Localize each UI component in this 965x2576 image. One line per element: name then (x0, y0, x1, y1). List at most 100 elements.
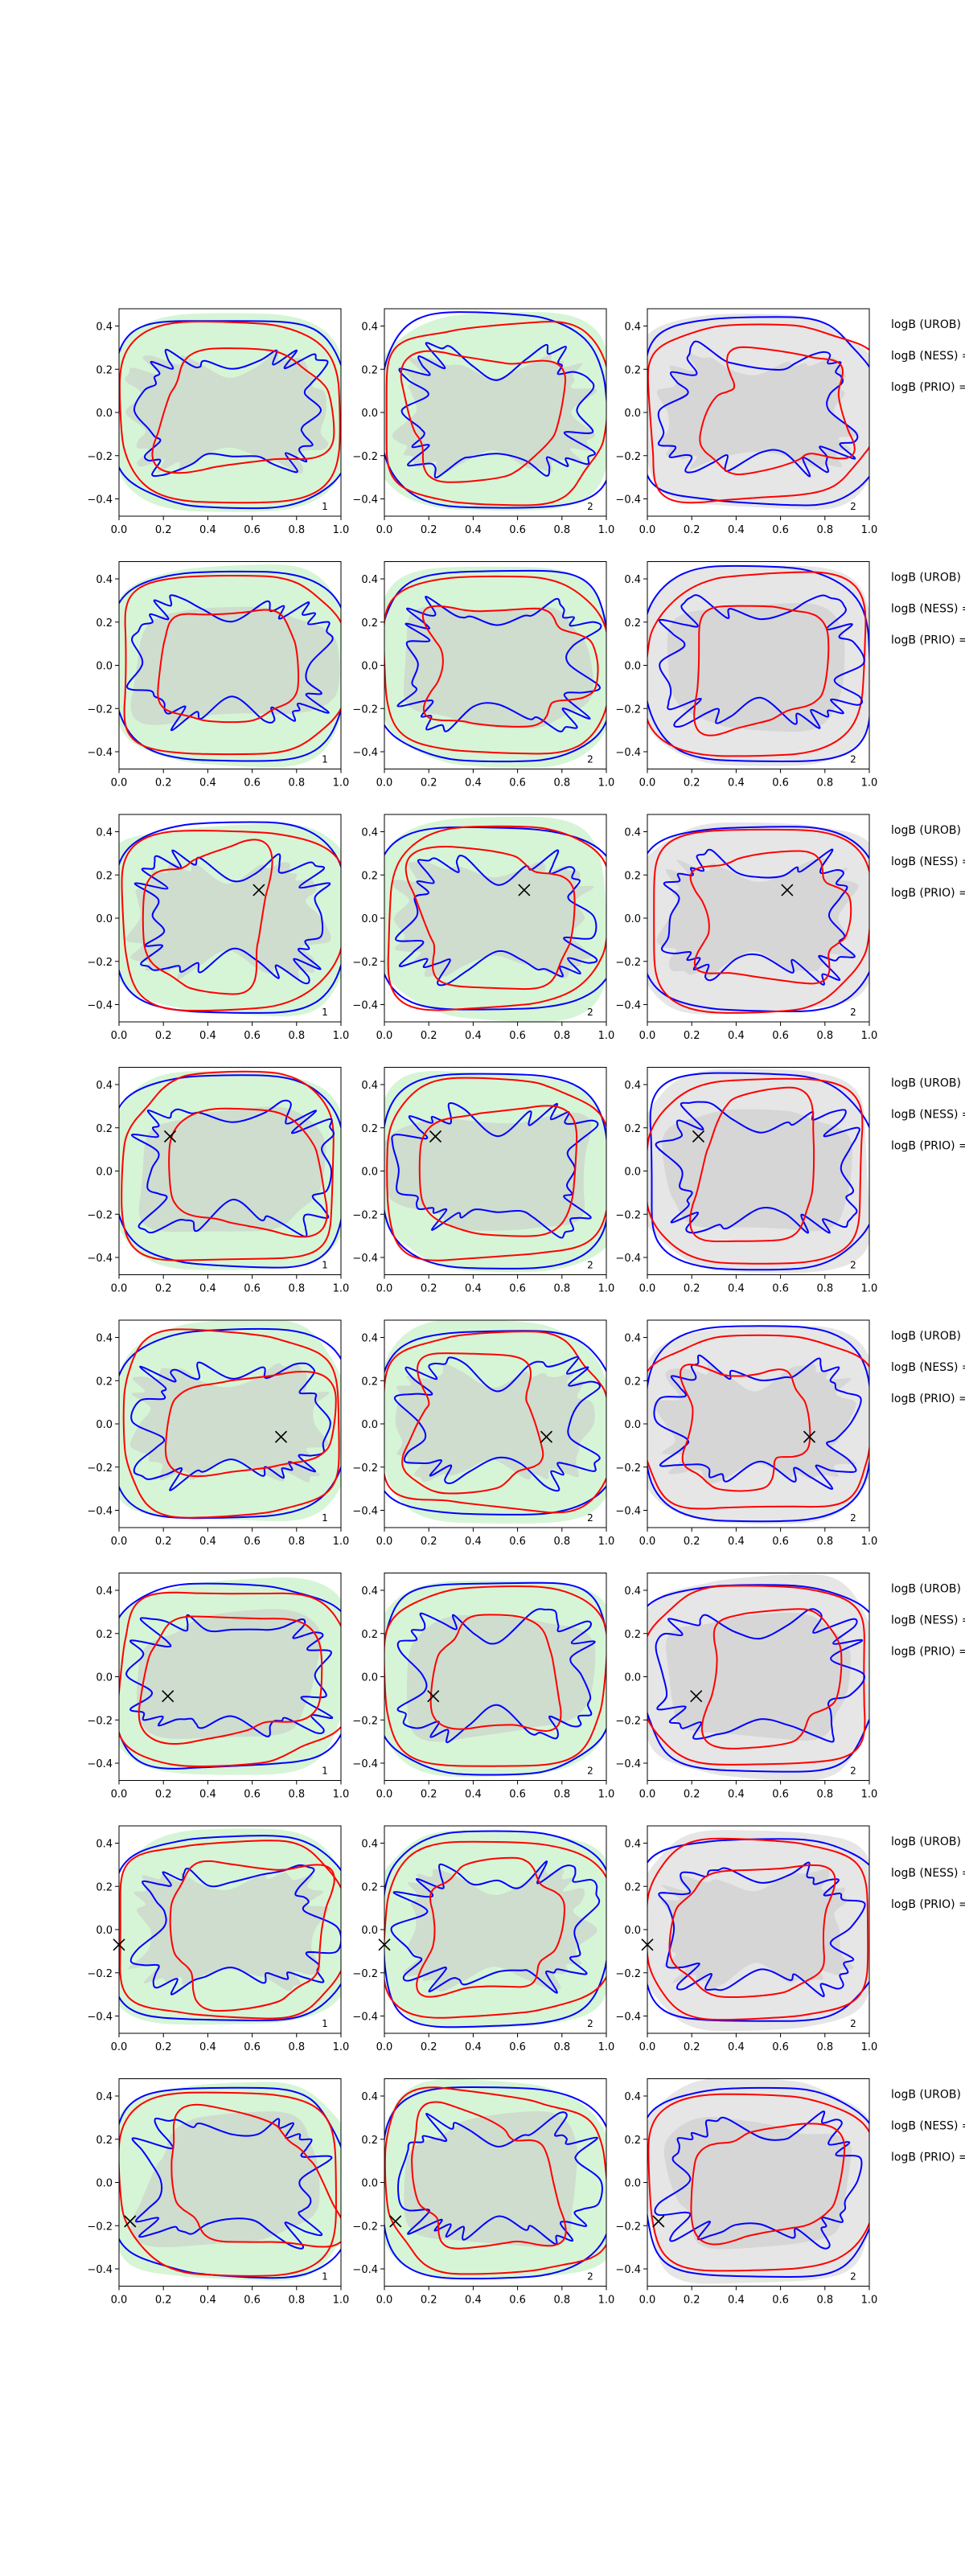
red-contour-inner (169, 1860, 335, 2012)
blue-contour-outer (647, 1325, 869, 1523)
y-tick-label: 0.0 (361, 2178, 378, 2190)
x-tick-label: 0.2 (684, 1536, 700, 1548)
y-tick-label: −0.2 (87, 703, 113, 716)
panel-r3-c2: 2 0.0 0.2 0.4 0.6 0.8 1.0 0.4 0.2 0.0 −0.2 −0.4 (352, 814, 614, 1042)
side-label: logB (PRIO) = (891, 887, 965, 900)
panel-number: 1 (322, 2271, 328, 2283)
blue-contour-inner (657, 340, 859, 478)
x-tick-label: 0.0 (639, 1536, 656, 1548)
panel-number: 2 (587, 2271, 593, 2283)
x-tick-label: 0.8 (288, 2041, 305, 2053)
inner-density-fill (407, 1614, 596, 1742)
x-tick-label: 0.4 (465, 1789, 482, 1801)
y-tick-label: 0.4 (96, 827, 113, 839)
y-tick-label: −0.2 (352, 1462, 378, 1475)
x-tick-label: 0.4 (465, 1536, 482, 1548)
panel-number: 2 (850, 1512, 856, 1524)
y-tick-label: 0.0 (624, 1672, 641, 1684)
row-1: 1 0.0 0.2 0.4 0.6 0.8 1.0 0.4 0.2 0.0 −0.2 −0.4 2 0.0… (87, 308, 965, 536)
panel-number: 1 (322, 2018, 328, 2029)
x-tick-label: 0.4 (728, 1789, 745, 1801)
x-tick-label: 1.0 (333, 1283, 350, 1295)
x-marker (162, 1690, 175, 1703)
blue-contour-outer (384, 1073, 606, 1270)
y-tick-label: −0.2 (615, 1462, 641, 1475)
y-tick-label: 0.2 (624, 364, 641, 376)
x-tick-label: 0.4 (728, 2041, 745, 2053)
x-tick-label: 0.0 (376, 2041, 393, 2053)
y-tick-label: −0.4 (615, 2264, 641, 2276)
panel-number: 2 (850, 1766, 856, 1777)
x-tick-label: 0.0 (376, 1030, 393, 1042)
x-tick-label: 0.4 (728, 777, 745, 790)
x-tick-label: 0.4 (465, 2041, 482, 2053)
red-contour-inner (668, 1864, 836, 1998)
panel-number: 2 (587, 754, 593, 765)
panel-number: 2 (850, 2018, 856, 2029)
panel-r2-c3: 2 0.0 0.2 0.4 0.6 0.8 1.0 0.4 0.2 0.0 −0.2 −0.4 (615, 561, 877, 790)
x-tick-label: 0.2 (421, 777, 437, 790)
red-contour-inner (700, 1608, 843, 1749)
y-tick-label: −0.4 (87, 2012, 113, 2024)
side-label: logB (UROB) = (891, 1330, 965, 1343)
x-tick-label: 0.6 (509, 2041, 526, 2053)
row-7: 1 0.0 0.2 0.4 0.6 0.8 1.0 0.4 0.2 0.0 −0.2 −0.4 2 0.0… (87, 1825, 965, 2053)
inner-density-fill (395, 1364, 595, 1483)
side-label: logB (UROB) = (891, 824, 965, 837)
inner-density-fill (130, 606, 340, 725)
y-tick-label: 0.0 (624, 408, 641, 420)
panel-number: 2 (587, 1007, 593, 1018)
panel-number: 2 (850, 754, 856, 765)
y-tick-label: 0.2 (96, 870, 113, 882)
x-tick-label: 0.6 (772, 1283, 789, 1295)
y-tick-label: 0.4 (624, 574, 641, 586)
red-contour-outer (119, 321, 341, 504)
x-tick-label: 0.6 (772, 777, 789, 790)
x-tick-label: 0.0 (111, 1030, 128, 1042)
panel-number: 2 (587, 2018, 593, 2029)
red-contour-outer (386, 1077, 606, 1261)
y-tick-label: −0.2 (352, 1968, 378, 1980)
y-tick-label: 0.0 (361, 1419, 378, 1431)
blue-contour-inner (395, 849, 598, 987)
side-label: logB (UROB) = (891, 572, 965, 585)
x-tick-label: 0.8 (816, 1283, 833, 1295)
x-tick-label: 0.2 (684, 777, 700, 790)
inner-density-fill (125, 351, 329, 474)
panel-r5-c2: 2 0.0 0.2 0.4 0.6 0.8 1.0 0.4 0.2 0.0 −0.2 −0.4 (352, 1319, 614, 1548)
red-contour-outer (384, 1840, 606, 2019)
panel-r2-c1: 1 0.0 0.2 0.4 0.6 0.8 1.0 0.4 0.2 0.0 −0.2 −0.4 (87, 561, 349, 790)
red-contour-outer (121, 830, 341, 1012)
y-tick-label: 0.0 (96, 1925, 113, 1937)
red-contour-outer (647, 323, 869, 504)
y-tick-label: −0.2 (87, 1209, 113, 1221)
red-contour-inner (421, 605, 599, 728)
blue-contour-inner (133, 348, 329, 478)
y-tick-label: 0.2 (96, 617, 113, 630)
panel-number: 1 (322, 1007, 328, 1018)
red-contour-outer (387, 825, 606, 1011)
inner-density-fill (403, 1868, 597, 1992)
panel-r1-c3: 2 0.0 0.2 0.4 0.6 0.8 1.0 0.4 0.2 0.0 −0.2 −0.4 (615, 308, 877, 536)
inner-density-fill (137, 1609, 322, 1739)
y-tick-label: 0.0 (361, 408, 378, 420)
x-tick-label: 0.4 (199, 2295, 216, 2307)
blue-contour-inner (397, 2111, 603, 2246)
panel-number: 2 (850, 501, 856, 512)
red-contour-outer (123, 574, 341, 756)
x-tick-label: 0.6 (244, 524, 261, 536)
x-tick-label: 0.6 (772, 1030, 789, 1042)
blue-contour-inner (658, 1861, 866, 1997)
inner-density-fill (404, 2110, 577, 2248)
y-tick-label: −0.2 (87, 957, 113, 969)
x-tick-label: 0.0 (111, 2041, 128, 2053)
x-tick-label: 1.0 (861, 1283, 878, 1295)
red-contour-outer (647, 1077, 864, 1265)
x-tick-label: 0.8 (816, 524, 833, 536)
x-tick-label: 0.4 (728, 1030, 745, 1042)
x-tick-label: 1.0 (861, 1536, 878, 1548)
inner-density-fill (403, 606, 593, 729)
x-tick-label: 0.8 (816, 1789, 833, 1801)
y-tick-label: −0.2 (615, 2221, 641, 2233)
y-tick-label: 0.2 (361, 1629, 378, 1641)
